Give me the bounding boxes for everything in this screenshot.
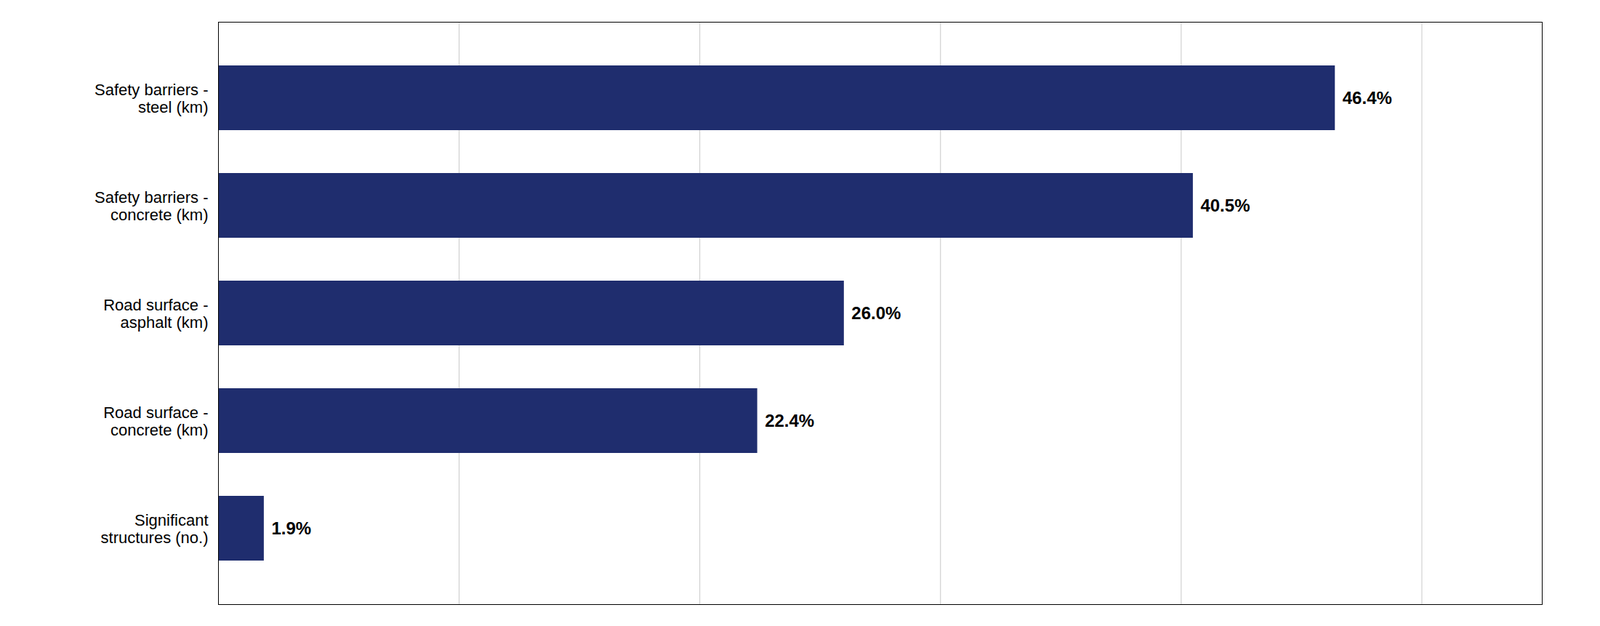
svg-text:Road surface -concrete (km): Road surface -concrete (km): [103, 403, 208, 440]
svg-text:22.4%: 22.4%: [764, 410, 815, 431]
svg-text:Safety barriers -concrete (km): Safety barriers -concrete (km): [94, 188, 209, 224]
svg-text:Road surface -asphalt (km): Road surface -asphalt (km): [103, 295, 208, 332]
svg-text:Safety barriers -steel (km): Safety barriers -steel (km): [94, 80, 209, 117]
svg-text:40.5%: 40.5%: [1200, 195, 1250, 216]
svg-text:26.0%: 26.0%: [851, 303, 901, 323]
svg-text:Significantstructures (no.): Significantstructures (no.): [101, 511, 209, 547]
svg-text:1.9%: 1.9%: [271, 518, 312, 538]
svg-text:46.4%: 46.4%: [1342, 87, 1393, 108]
